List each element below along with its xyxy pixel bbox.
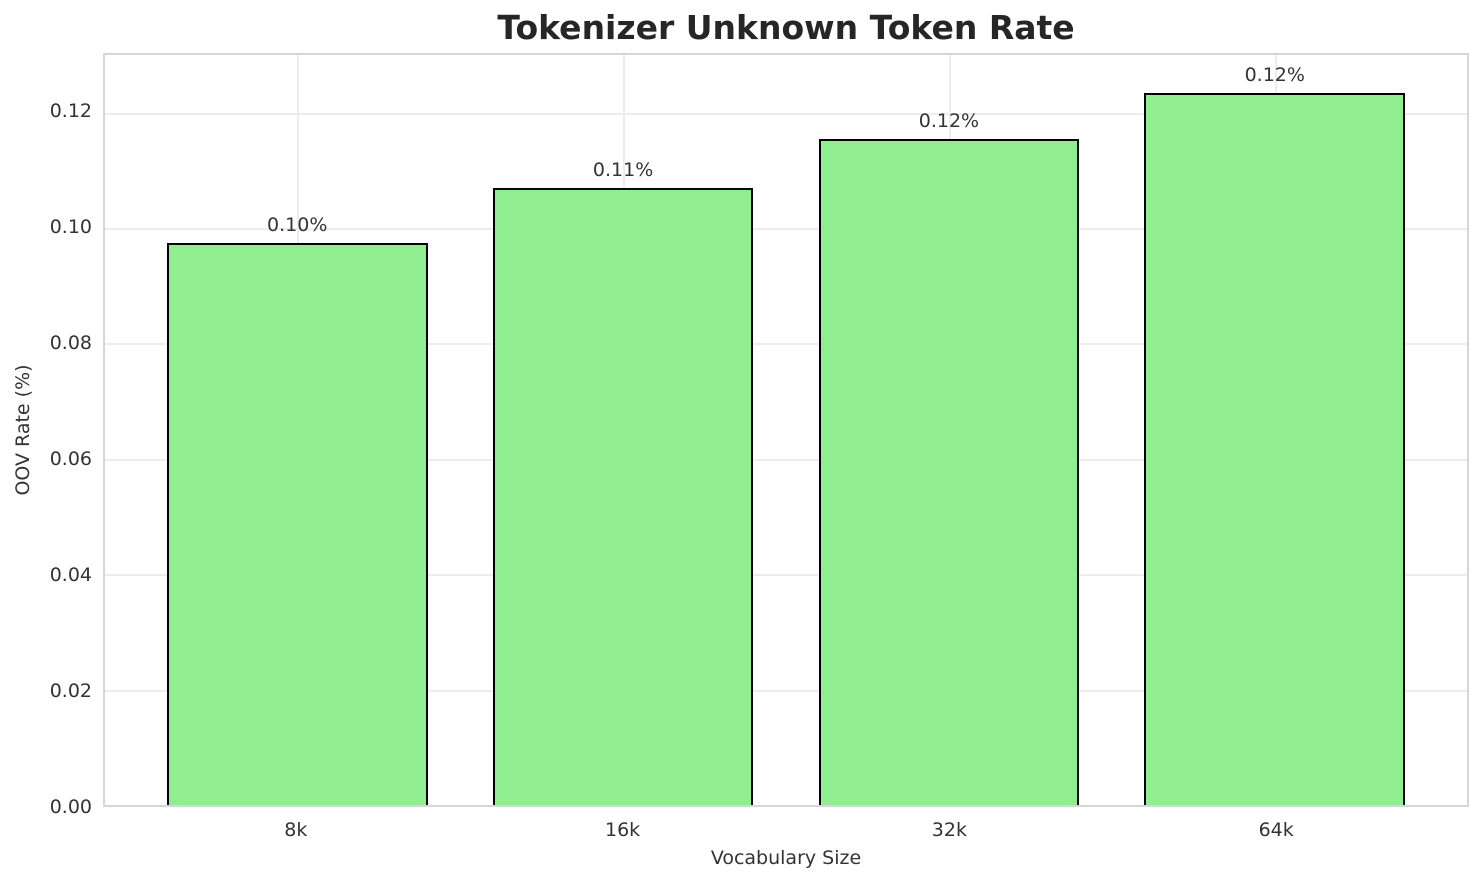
horizontal-gridline <box>105 458 1467 461</box>
bar-64k <box>1144 92 1406 805</box>
bar-16k <box>492 187 754 805</box>
plot-area: 0.10% 0.11% 0.12% 0.12% <box>103 53 1469 807</box>
chart-title: Tokenizer Unknown Token Rate <box>497 8 1075 47</box>
horizontal-gridline <box>105 343 1467 346</box>
x-tick-label: 64k <box>1258 819 1294 841</box>
y-axis-tick-labels: 0.00 0.02 0.04 0.06 0.08 0.10 0.12 <box>0 53 92 818</box>
y-tick-label: 0.10 <box>49 216 92 238</box>
horizontal-gridline <box>105 228 1467 231</box>
y-tick-label: 0.08 <box>49 332 92 354</box>
x-tick-label: 32k <box>931 819 967 841</box>
bar-value-label: 0.11% <box>592 158 654 181</box>
horizontal-gridline <box>105 112 1467 115</box>
bar-value-label: 0.12% <box>918 109 980 132</box>
y-tick-label: 0.06 <box>49 448 92 470</box>
bar-value-label: 0.12% <box>1244 63 1305 86</box>
bar-8k <box>166 242 428 805</box>
y-tick-label: 0.04 <box>49 564 92 586</box>
y-tick-label: 0.12 <box>49 100 92 122</box>
y-axis-label: OOV Rate (%) <box>12 364 34 496</box>
x-axis-label: Vocabulary Size <box>710 847 862 869</box>
bar-value-label: 0.10% <box>267 213 328 236</box>
y-tick-label: 0.00 <box>49 796 92 818</box>
x-tick-label: 8k <box>284 819 308 841</box>
x-axis-tick-labels: 8k 16k 32k 64k <box>103 819 1469 843</box>
x-tick-label: 16k <box>605 819 641 841</box>
horizontal-gridline <box>105 689 1467 692</box>
bar-32k <box>818 138 1080 805</box>
y-tick-label: 0.02 <box>49 680 92 702</box>
horizontal-gridline <box>105 574 1467 577</box>
